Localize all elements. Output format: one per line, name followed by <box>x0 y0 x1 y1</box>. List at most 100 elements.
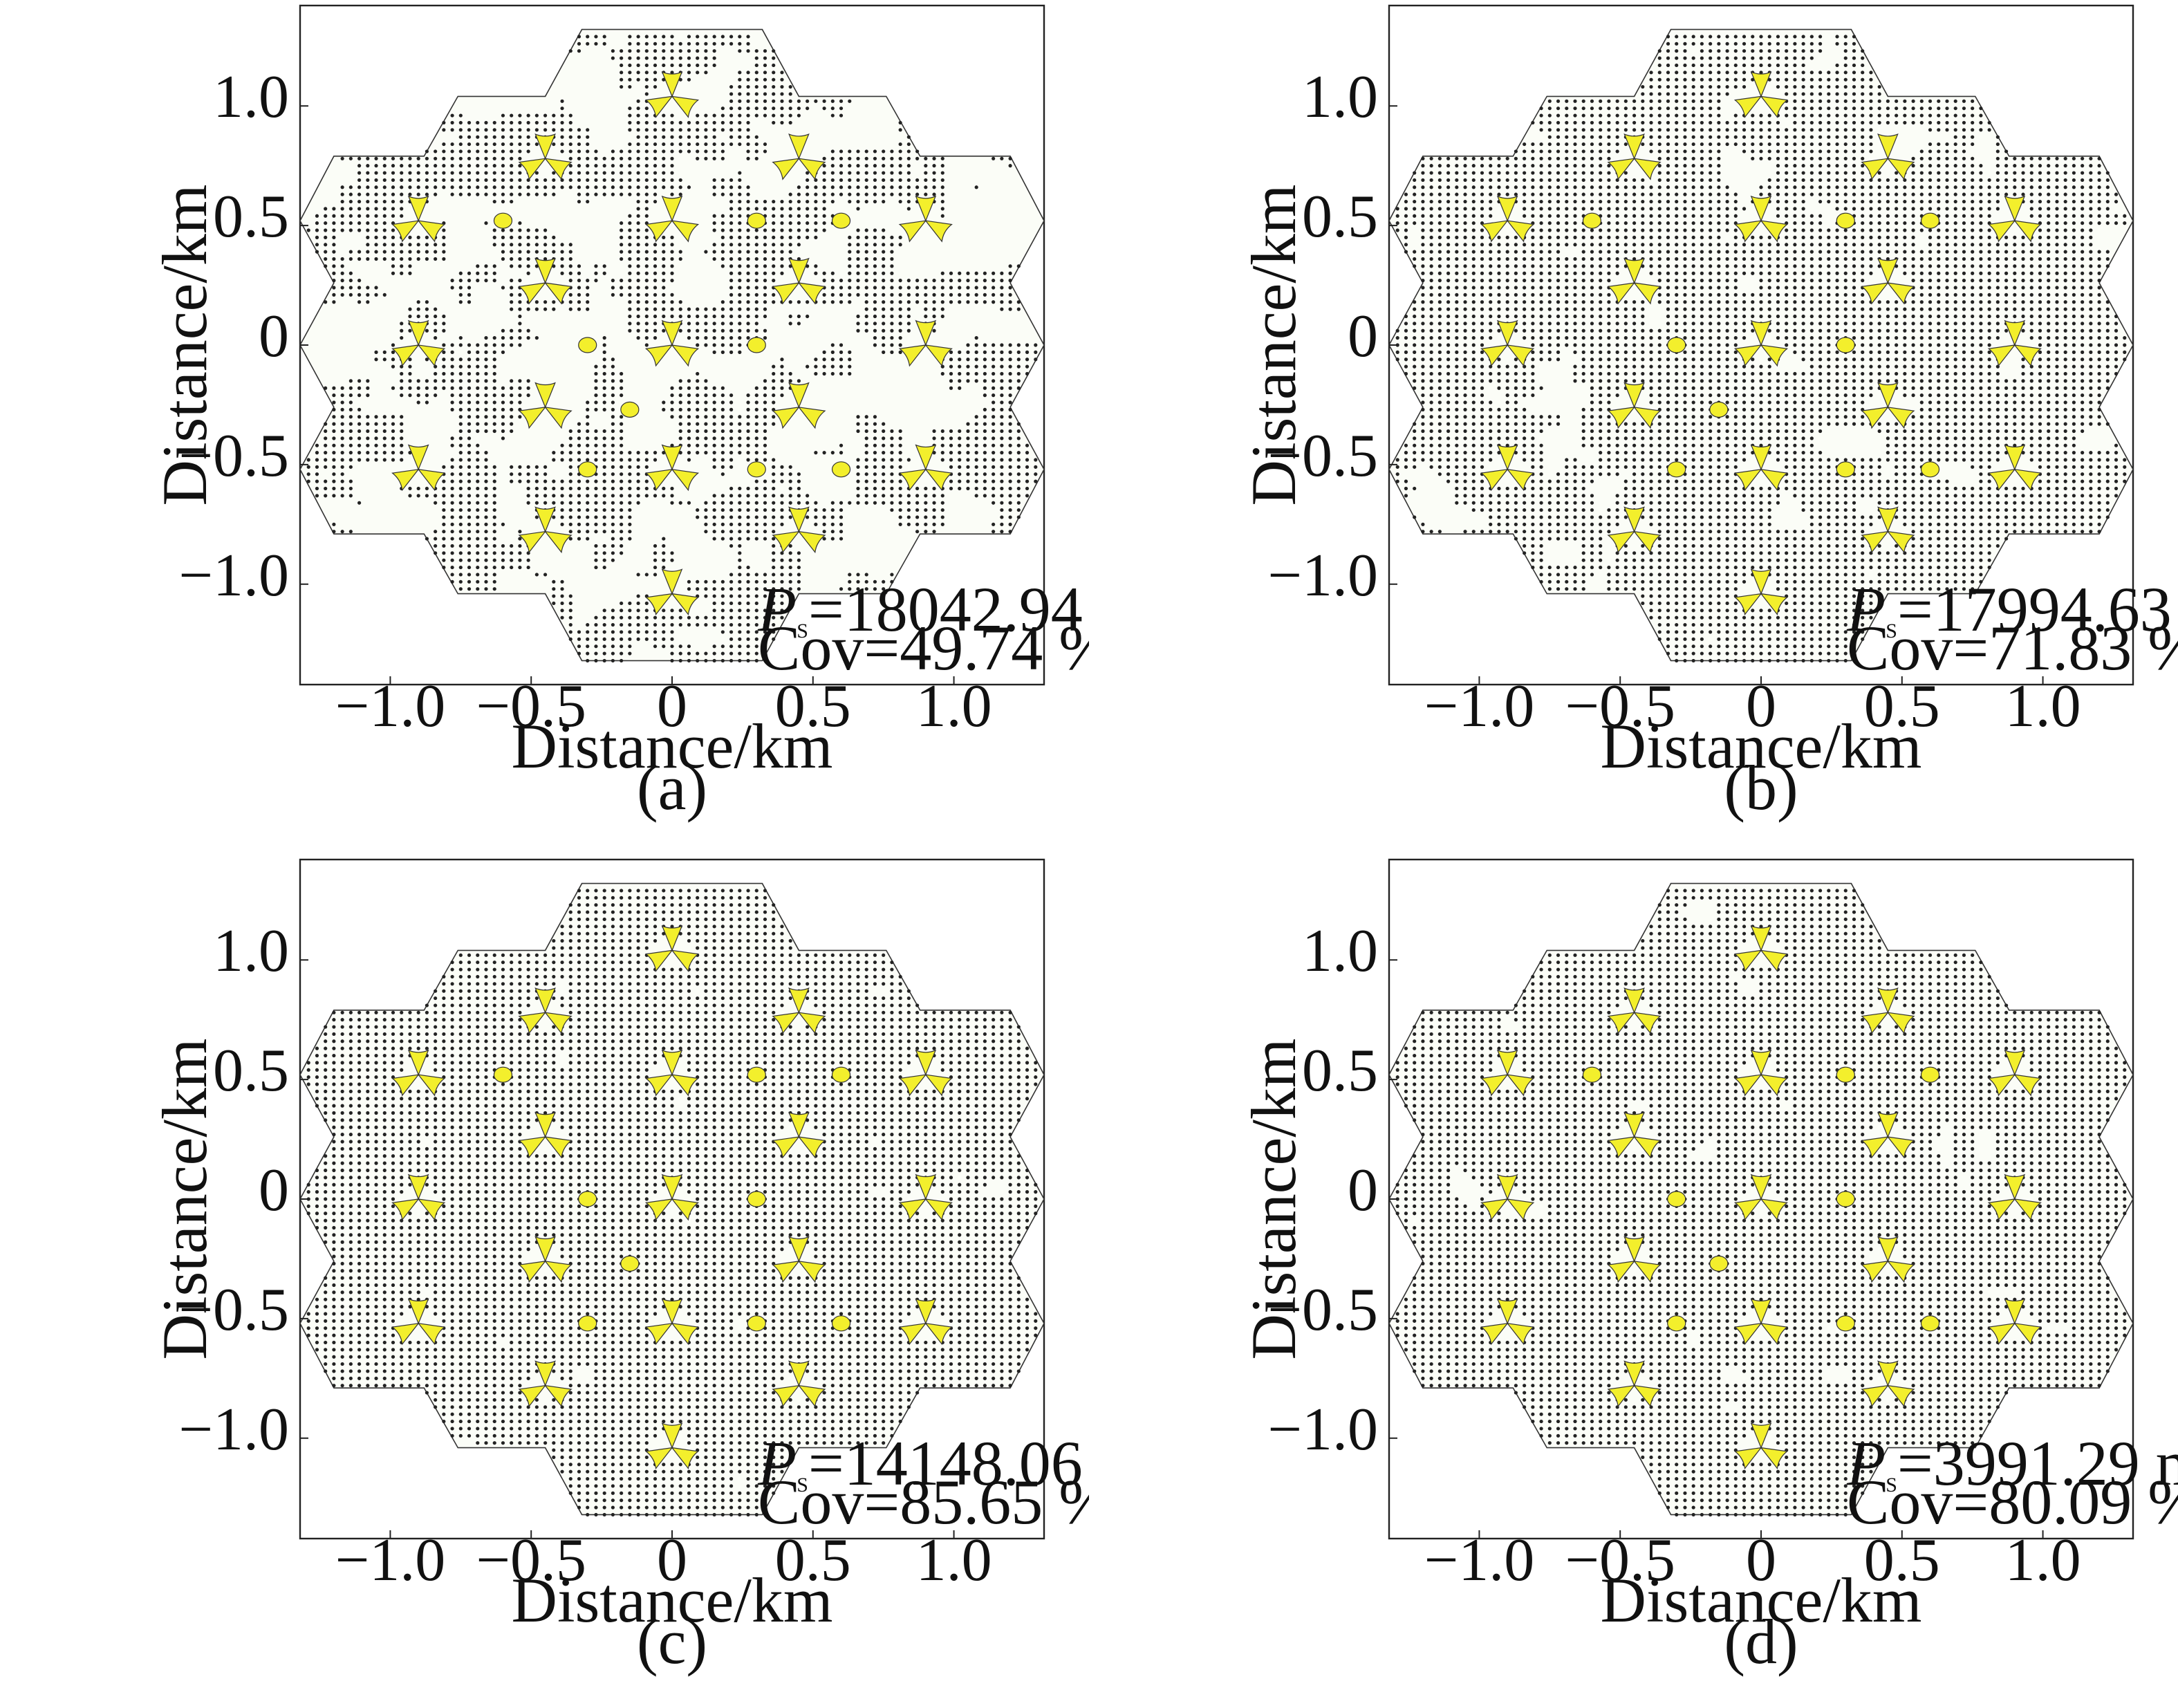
coverage-dot <box>400 214 404 218</box>
coverage-dot <box>594 156 598 160</box>
coverage-dot <box>1421 415 1425 419</box>
coverage-dot <box>1489 164 1493 168</box>
coverage-dot <box>636 63 640 68</box>
coverage-dot <box>526 264 530 268</box>
coverage-dot <box>458 156 463 160</box>
coverage-dot <box>974 443 978 447</box>
coverage-dot <box>628 71 632 75</box>
coverage-dot <box>1531 494 1535 498</box>
coverage-dot <box>1641 551 1645 555</box>
coverage-dot <box>1505 192 1509 196</box>
coverage-dot <box>620 71 624 75</box>
coverage-dot <box>1000 307 1004 311</box>
coverage-dot <box>1008 415 1012 419</box>
coverage-dot <box>577 300 581 304</box>
coverage-dot <box>501 522 505 526</box>
coverage-dot <box>678 41 682 46</box>
coverage-dot <box>763 113 767 118</box>
coverage-dot <box>1649 364 1653 369</box>
axis-ticks: −1.0 −0.5 0 0.5 1.0−1.0−0.500.51.0 <box>178 64 992 740</box>
coverage-dot <box>1446 364 1451 369</box>
coverage-dot <box>1523 199 1527 204</box>
coverage-dot <box>594 486 598 491</box>
coverage-dot <box>450 565 454 570</box>
coverage-dot <box>1463 429 1467 434</box>
coverage-dot <box>458 415 463 419</box>
coverage-dot <box>924 192 928 196</box>
coverage-dot <box>1523 171 1527 175</box>
coverage-dot <box>788 99 792 103</box>
coverage-dot <box>458 458 463 462</box>
coverage-dot <box>382 358 387 362</box>
coverage-dot <box>1565 530 1569 534</box>
coverage-dot <box>797 185 801 189</box>
coverage-dot <box>1615 358 1619 362</box>
coverage-dot <box>636 609 640 613</box>
coverage-dot <box>611 156 615 160</box>
coverage-dot <box>1514 379 1518 383</box>
coverage-dot <box>1404 314 1408 319</box>
coverage-dot <box>458 451 463 455</box>
coverage-dot <box>1437 235 1442 239</box>
coverage-dot <box>1505 250 1509 254</box>
coverage-dot <box>518 113 522 118</box>
coverage-dot <box>1497 185 1501 189</box>
coverage-dot <box>1590 300 1594 304</box>
coverage-dot <box>1547 328 1552 333</box>
coverage-dot <box>408 386 412 390</box>
coverage-dot <box>492 336 496 340</box>
coverage-dot <box>1623 565 1628 570</box>
coverage-dot <box>712 120 716 125</box>
coverage-dot <box>974 451 978 455</box>
coverage-dot <box>1523 522 1527 526</box>
coverage-dot <box>687 185 691 189</box>
coverage-dot <box>382 350 387 354</box>
coverage-dot <box>662 135 666 139</box>
coverage-dot <box>797 551 801 555</box>
coverage-dot <box>1437 451 1442 455</box>
coverage-dot <box>890 185 894 189</box>
coverage-dot <box>1471 458 1476 462</box>
coverage-dot <box>1000 286 1004 290</box>
coverage-dot <box>806 314 810 319</box>
coverage-dot <box>780 371 784 376</box>
coverage-dot <box>425 243 429 247</box>
coverage-dot <box>729 185 734 189</box>
coverage-dot <box>670 558 674 562</box>
coverage-dot <box>729 228 734 232</box>
coverage-dot <box>1632 343 1637 347</box>
coverage-dot <box>620 221 624 225</box>
coverage-dot <box>458 501 463 505</box>
coverage-dot <box>1429 451 1433 455</box>
coverage-dot <box>1590 400 1594 405</box>
coverage-dot <box>873 465 877 469</box>
coverage-dot <box>720 407 725 411</box>
coverage-dot <box>729 522 734 526</box>
coverage-dot <box>1581 314 1585 319</box>
coverage-dot <box>720 264 725 268</box>
coverage-dot <box>882 451 886 455</box>
coverage-dot <box>712 41 716 46</box>
coverage-dot <box>1599 336 1603 340</box>
coverage-dot <box>1599 257 1603 261</box>
coverage-dot <box>1581 379 1585 383</box>
coverage-dot <box>560 486 564 491</box>
coverage-dot <box>662 307 666 311</box>
coverage-dot <box>746 630 750 634</box>
coverage-dot <box>687 328 691 333</box>
coverage-dot <box>1623 422 1628 426</box>
coverage-dot <box>1539 386 1543 390</box>
coverage-dot <box>1623 207 1628 211</box>
coverage-dot <box>940 171 944 175</box>
coverage-dot <box>1446 228 1451 232</box>
coverage-dot <box>720 120 725 125</box>
coverage-dot <box>712 537 716 541</box>
coverage-dot <box>746 508 750 512</box>
coverage-dot <box>1649 235 1653 239</box>
coverage-dot <box>620 530 624 534</box>
coverage-dot <box>882 458 886 462</box>
coverage-dot <box>704 579 708 584</box>
coverage-dot <box>560 479 564 483</box>
coverage-dot <box>501 400 505 405</box>
coverage-dot <box>1615 429 1619 434</box>
